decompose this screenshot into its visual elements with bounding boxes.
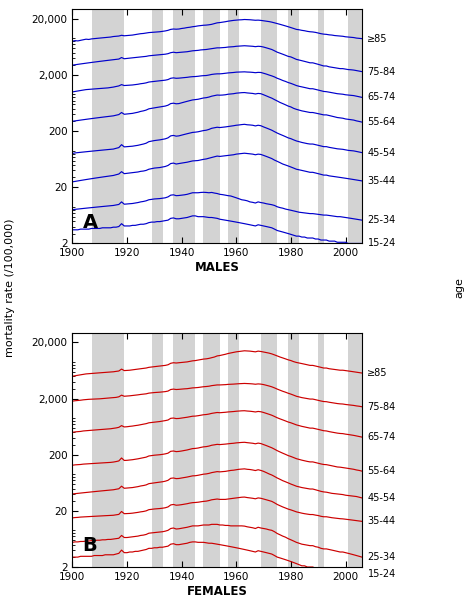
Text: 35-44: 35-44 [368, 517, 396, 526]
Text: ≥85: ≥85 [368, 34, 388, 44]
Bar [348, 9, 362, 244]
Text: B: B [83, 536, 97, 555]
Text: 45-54: 45-54 [368, 148, 396, 158]
Bar [261, 9, 277, 244]
Bar [92, 332, 124, 567]
Text: 65-74: 65-74 [368, 432, 396, 442]
Bar [152, 9, 163, 244]
Text: ≥85: ≥85 [368, 368, 388, 378]
Bar [204, 332, 220, 567]
Text: 35-44: 35-44 [368, 176, 396, 186]
Text: 65-74: 65-74 [368, 92, 396, 103]
Bar [348, 332, 362, 567]
Text: A: A [83, 213, 98, 232]
Text: 75-84: 75-84 [368, 402, 396, 412]
Bar [228, 9, 239, 244]
Text: 45-54: 45-54 [368, 493, 396, 503]
Bar [173, 9, 195, 244]
Bar [204, 9, 220, 244]
Text: age: age [455, 278, 465, 298]
Bar [173, 332, 195, 567]
X-axis label: MALES: MALES [195, 261, 240, 274]
Bar [318, 9, 324, 244]
X-axis label: FEMALES: FEMALES [187, 584, 248, 598]
Text: 25-34: 25-34 [368, 215, 396, 225]
Bar [261, 332, 277, 567]
Bar [228, 332, 239, 567]
Bar [92, 9, 124, 244]
Text: 25-34: 25-34 [368, 552, 396, 562]
Bar [288, 332, 299, 567]
Text: mortality rate (/100,000): mortality rate (/100,000) [5, 219, 14, 357]
Bar [318, 332, 324, 567]
Text: 55-64: 55-64 [368, 466, 396, 476]
Text: 15-24: 15-24 [368, 569, 396, 579]
Text: 75-84: 75-84 [368, 67, 396, 77]
Bar [288, 9, 299, 244]
Text: 55-64: 55-64 [368, 117, 396, 127]
Bar [152, 332, 163, 567]
Text: 15-24: 15-24 [368, 238, 396, 248]
